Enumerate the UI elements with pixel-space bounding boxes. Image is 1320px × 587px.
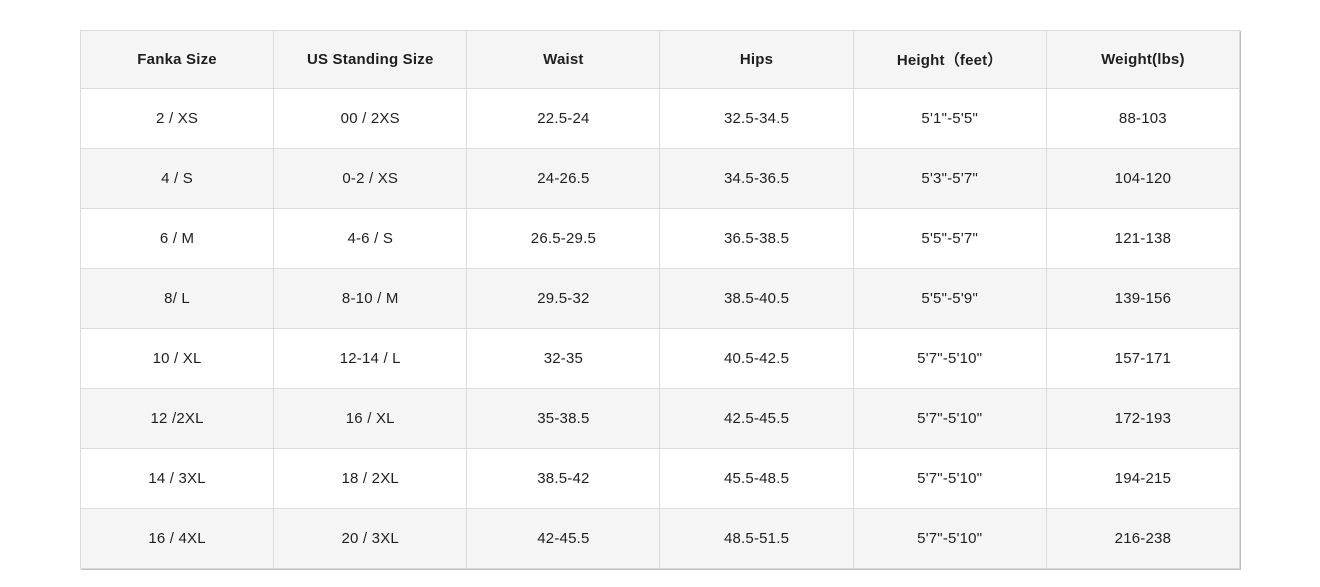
size-chart-header: Fanka Size US Standing Size Waist Hips Heigh… <box>79 30 1241 89</box>
table-cell: 121-138 <box>1045 208 1241 269</box>
column-header: Hips <box>659 30 854 89</box>
table-cell: 38.5-42 <box>466 448 661 509</box>
table-cell: 5'7"-5'10" <box>852 508 1047 569</box>
table-cell: 172-193 <box>1045 388 1241 449</box>
table-cell: 48.5-51.5 <box>659 508 854 569</box>
table-cell: 42.5-45.5 <box>659 388 854 449</box>
table-cell: 16 / XL <box>273 388 468 449</box>
table-cell: 216-238 <box>1045 508 1241 569</box>
table-cell: 20 / 3XL <box>273 508 468 569</box>
table-cell: 5'5"-5'7" <box>852 208 1047 269</box>
table-cell: 8/ L <box>79 268 275 329</box>
table-cell: 32-35 <box>466 328 661 389</box>
table-cell: 35-38.5 <box>466 388 661 449</box>
table-cell: 10 / XL <box>79 328 275 389</box>
table-cell: 12 /2XL <box>79 388 275 449</box>
table-cell: 00 / 2XS <box>273 88 468 149</box>
column-header: Waist <box>466 30 661 89</box>
table-cell: 36.5-38.5 <box>659 208 854 269</box>
table-cell: 4 / S <box>79 148 275 209</box>
table-cell: 40.5-42.5 <box>659 328 854 389</box>
table-cell: 6 / M <box>79 208 275 269</box>
table-cell: 18 / 2XL <box>273 448 468 509</box>
table-row: 6 / M 4-6 / S 26.5-29.5 36.5-38.5 5'5"-5'7" 1… <box>79 208 1241 269</box>
table-row: 2 / XS 00 / 2XS 22.5-24 32.5-34.5 5'1"-5'5" 8… <box>79 88 1241 149</box>
column-header: Weight(lbs) <box>1045 30 1241 89</box>
table-cell: 5'7"-5'10" <box>852 448 1047 509</box>
table-row: 8/ L 8-10 / M 29.5-32 38.5-40.5 5'5"-5'9" 139… <box>79 268 1241 329</box>
table-cell: 4-6 / S <box>273 208 468 269</box>
table-cell: 24-26.5 <box>466 148 661 209</box>
table-cell: 38.5-40.5 <box>659 268 854 329</box>
table-row: 14 / 3XL 18 / 2XL 38.5-42 45.5-48.5 5'7"-5'1… <box>79 448 1241 509</box>
table-cell: 0-2 / XS <box>273 148 468 209</box>
table-cell: 5'7"-5'10" <box>852 328 1047 389</box>
table-cell: 157-171 <box>1045 328 1241 389</box>
table-cell: 8-10 / M <box>273 268 468 329</box>
table-cell: 5'5"-5'9" <box>852 268 1047 329</box>
table-cell: 14 / 3XL <box>79 448 275 509</box>
table-cell: 32.5-34.5 <box>659 88 854 149</box>
table-cell: 26.5-29.5 <box>466 208 661 269</box>
table-cell: 12-14 / L <box>273 328 468 389</box>
table-cell: 139-156 <box>1045 268 1241 329</box>
column-header: Fanka Size <box>79 30 275 89</box>
size-chart-body: 2 / XS 00 / 2XS 22.5-24 32.5-34.5 5'1"-5'5" 8… <box>79 88 1241 569</box>
size-chart-table: Fanka Size US Standing Size Waist Hips Heigh… <box>79 30 1241 569</box>
table-cell: 5'3"-5'7" <box>852 148 1047 209</box>
table-row: 4 / S 0-2 / XS 24-26.5 34.5-36.5 5'3"-5'7" 10… <box>79 148 1241 209</box>
table-cell: 34.5-36.5 <box>659 148 854 209</box>
table-row: 12 /2XL 16 / XL 35-38.5 42.5-45.5 5'7"-5'10"… <box>79 388 1241 449</box>
table-cell: 5'7"-5'10" <box>852 388 1047 449</box>
table-cell: 5'1"-5'5" <box>852 88 1047 149</box>
table-cell: 16 / 4XL <box>79 508 275 569</box>
table-cell: 22.5-24 <box>466 88 661 149</box>
table-cell: 104-120 <box>1045 148 1241 209</box>
size-chart-container: Fanka Size US Standing Size Waist Hips Heigh… <box>79 30 1241 569</box>
table-cell: 88-103 <box>1045 88 1241 149</box>
column-header: US Standing Size <box>273 30 468 89</box>
table-cell: 2 / XS <box>79 88 275 149</box>
table-cell: 194-215 <box>1045 448 1241 509</box>
table-row: 10 / XL 12-14 / L 32-35 40.5-42.5 5'7"-5'10"… <box>79 328 1241 389</box>
table-cell: 45.5-48.5 <box>659 448 854 509</box>
table-cell: 29.5-32 <box>466 268 661 329</box>
table-row: 16 / 4XL 20 / 3XL 42-45.5 48.5-51.5 5'7"-5'1… <box>79 508 1241 569</box>
column-header: Height（feet） <box>852 30 1047 89</box>
table-cell: 42-45.5 <box>466 508 661 569</box>
header-row: Fanka Size US Standing Size Waist Hips Heigh… <box>79 30 1241 89</box>
